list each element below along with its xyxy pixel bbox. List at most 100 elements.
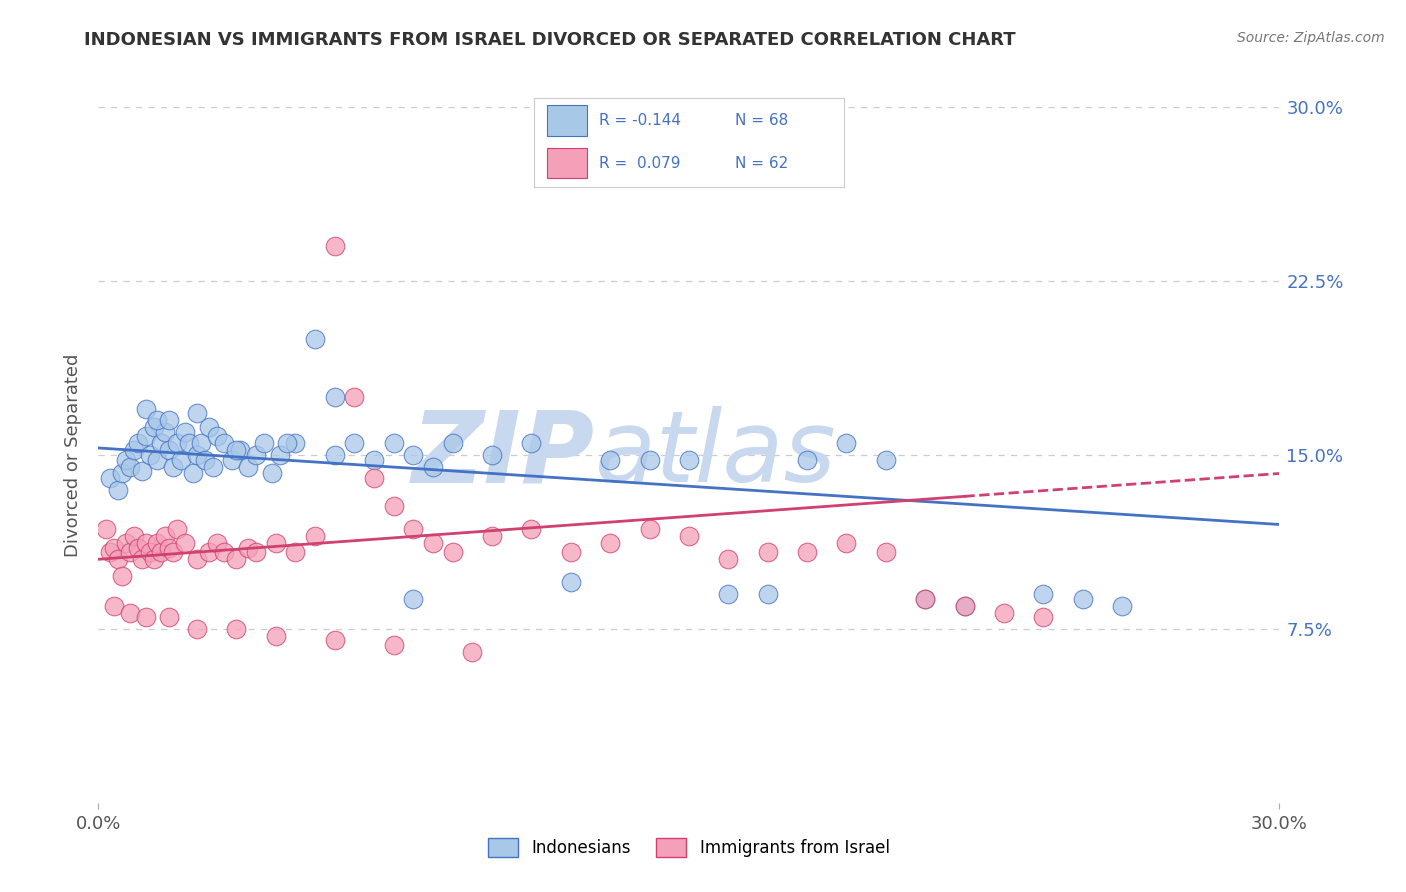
Point xyxy=(186,552,208,566)
Point xyxy=(269,448,291,462)
Point xyxy=(190,436,212,450)
Point xyxy=(174,425,197,439)
Text: N = 68: N = 68 xyxy=(735,113,789,128)
Point xyxy=(146,413,169,427)
Point xyxy=(875,452,897,467)
Point xyxy=(170,452,193,467)
Point xyxy=(284,436,307,450)
Point xyxy=(229,443,252,458)
Point xyxy=(150,545,173,559)
Point xyxy=(323,390,346,404)
Point xyxy=(461,645,484,659)
Point xyxy=(678,529,700,543)
Point xyxy=(111,467,134,481)
Point xyxy=(205,429,228,443)
Point xyxy=(155,425,177,439)
Point xyxy=(96,522,118,536)
Point xyxy=(236,459,259,474)
Point xyxy=(225,552,247,566)
Point xyxy=(520,436,543,450)
Point xyxy=(150,436,173,450)
Point xyxy=(221,452,243,467)
Point xyxy=(304,332,326,346)
Point xyxy=(422,459,444,474)
Point xyxy=(138,545,160,559)
Point xyxy=(441,545,464,559)
Text: atlas: atlas xyxy=(595,407,837,503)
Point xyxy=(115,452,138,467)
Point xyxy=(225,622,247,636)
Point xyxy=(717,552,740,566)
Point xyxy=(186,622,208,636)
Point xyxy=(343,390,366,404)
Point xyxy=(225,443,247,458)
Point xyxy=(181,467,204,481)
Point xyxy=(186,406,208,420)
Text: R =  0.079: R = 0.079 xyxy=(599,156,681,170)
Point xyxy=(953,599,976,613)
Point xyxy=(118,459,141,474)
Point xyxy=(122,443,145,458)
Point xyxy=(177,436,200,450)
Point xyxy=(835,436,858,450)
Point xyxy=(186,448,208,462)
Point xyxy=(914,591,936,606)
Point xyxy=(678,452,700,467)
Point xyxy=(993,606,1015,620)
Point xyxy=(201,459,224,474)
Point xyxy=(560,545,582,559)
Point xyxy=(441,436,464,450)
Point xyxy=(343,436,366,450)
Legend: Indonesians, Immigrants from Israel: Indonesians, Immigrants from Israel xyxy=(482,831,896,864)
Point xyxy=(118,545,141,559)
Point xyxy=(638,452,661,467)
Point xyxy=(107,483,129,497)
Point xyxy=(245,448,267,462)
Point xyxy=(276,436,298,450)
Point xyxy=(236,541,259,555)
Point xyxy=(914,591,936,606)
Point xyxy=(835,536,858,550)
Point xyxy=(599,536,621,550)
Point xyxy=(131,552,153,566)
Point xyxy=(166,436,188,450)
FancyBboxPatch shape xyxy=(547,148,586,178)
Point xyxy=(1111,599,1133,613)
Point xyxy=(166,522,188,536)
Point xyxy=(875,545,897,559)
Point xyxy=(756,587,779,601)
Point xyxy=(122,529,145,543)
Point xyxy=(717,587,740,601)
Point xyxy=(118,606,141,620)
Point xyxy=(382,499,405,513)
Point xyxy=(422,536,444,550)
Point xyxy=(127,436,149,450)
Text: Source: ZipAtlas.com: Source: ZipAtlas.com xyxy=(1237,31,1385,45)
Text: N = 62: N = 62 xyxy=(735,156,789,170)
Point xyxy=(107,552,129,566)
Point xyxy=(135,536,157,550)
Point xyxy=(1032,587,1054,601)
Point xyxy=(115,536,138,550)
Text: INDONESIAN VS IMMIGRANTS FROM ISRAEL DIVORCED OR SEPARATED CORRELATION CHART: INDONESIAN VS IMMIGRANTS FROM ISRAEL DIV… xyxy=(84,31,1017,49)
Point xyxy=(599,452,621,467)
Point xyxy=(214,545,236,559)
Point xyxy=(363,471,385,485)
Point xyxy=(162,459,184,474)
Point xyxy=(402,591,425,606)
Point xyxy=(638,522,661,536)
Point xyxy=(1071,591,1094,606)
Point xyxy=(135,610,157,624)
Point xyxy=(146,536,169,550)
Point xyxy=(194,452,217,467)
Point xyxy=(142,420,165,434)
Point xyxy=(402,448,425,462)
Text: ZIP: ZIP xyxy=(412,407,595,503)
Point xyxy=(953,599,976,613)
Point xyxy=(205,536,228,550)
Point xyxy=(1032,610,1054,624)
Point xyxy=(138,448,160,462)
Point xyxy=(402,522,425,536)
Point xyxy=(284,545,307,559)
Point xyxy=(304,529,326,543)
